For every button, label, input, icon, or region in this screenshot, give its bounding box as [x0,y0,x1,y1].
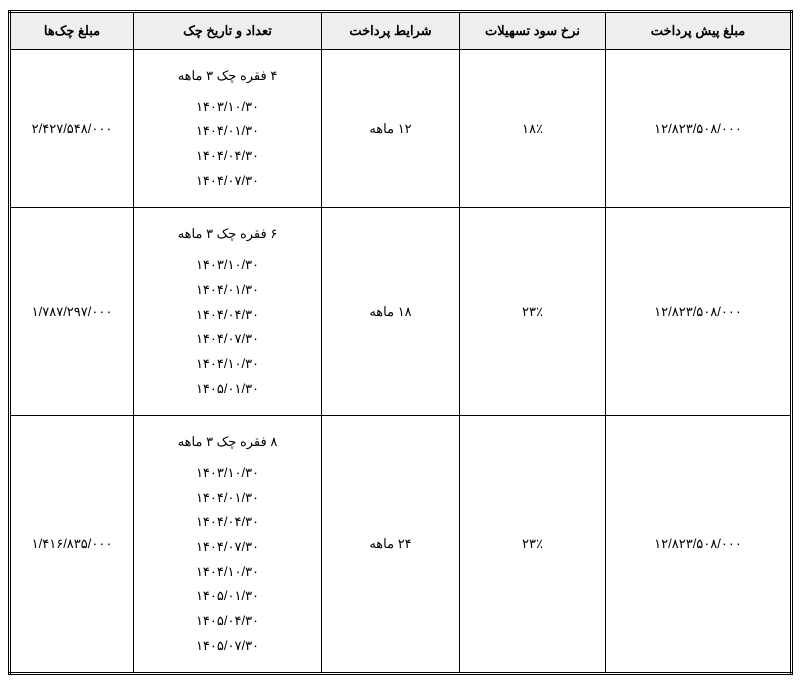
cell-down-payment: ۱۲/۸۲۳/۵۰۸/۰۰۰ [606,208,792,416]
cell-payment-terms: ۲۴ ماهه [322,416,460,674]
check-date: ۱۴۰۴/۰۱/۳۰ [138,119,317,144]
check-date: ۱۴۰۵/۰۱/۳۰ [138,584,317,609]
check-date: ۱۴۰۴/۰۱/۳۰ [138,278,317,303]
cell-check-amount: ۱/۴۱۶/۸۳۵/۰۰۰ [10,416,134,674]
col-header-check-dates: تعداد و تاریخ چک [134,12,322,50]
check-date: ۱۴۰۵/۰۱/۳۰ [138,377,317,402]
table-row: ۱۲/۸۲۳/۵۰۸/۰۰۰۱۸٪۱۲ ماهه۴ فقره چک ۳ ماهه… [10,50,792,208]
check-date: ۱۴۰۴/۰۱/۳۰ [138,486,317,511]
cell-check-dates: ۴ فقره چک ۳ ماهه۱۴۰۳/۱۰/۳۰۱۴۰۴/۰۱/۳۰۱۴۰۴… [134,50,322,208]
cell-check-dates: ۶ فقره چک ۳ ماهه۱۴۰۳/۱۰/۳۰۱۴۰۴/۰۱/۳۰۱۴۰۴… [134,208,322,416]
cell-interest-rate: ۲۳٪ [460,208,606,416]
col-header-payment-terms: شرایط پرداخت [322,12,460,50]
col-header-down-payment: مبلغ پیش پرداخت [606,12,792,50]
check-date: ۱۴۰۴/۱۰/۳۰ [138,560,317,585]
check-count-title: ۴ فقره چک ۳ ماهه [138,64,317,89]
cell-check-amount: ۱/۷۸۷/۲۹۷/۰۰۰ [10,208,134,416]
check-date: ۱۴۰۴/۰۴/۳۰ [138,303,317,328]
check-date: ۱۴۰۵/۰۷/۳۰ [138,634,317,659]
cell-interest-rate: ۱۸٪ [460,50,606,208]
check-date: ۱۴۰۴/۰۴/۳۰ [138,510,317,535]
cell-down-payment: ۱۲/۸۲۳/۵۰۸/۰۰۰ [606,50,792,208]
check-date: ۱۴۰۴/۰۷/۳۰ [138,327,317,352]
check-date: ۱۴۰۳/۱۰/۳۰ [138,253,317,278]
col-header-check-amount: مبلغ چک‌ها [10,12,134,50]
check-date: ۱۴۰۵/۰۴/۳۰ [138,609,317,634]
check-count-title: ۸ فقره چک ۳ ماهه [138,430,317,455]
cell-payment-terms: ۱۸ ماهه [322,208,460,416]
col-header-interest-rate: نرخ سود تسهیلات [460,12,606,50]
check-count-title: ۶ فقره چک ۳ ماهه [138,222,317,247]
payment-table-container: مبلغ پیش پرداخت نرخ سود تسهیلات شرایط پر… [10,10,793,675]
table-row: ۱۲/۸۲۳/۵۰۸/۰۰۰۲۳٪۲۴ ماهه۸ فقره چک ۳ ماهه… [10,416,792,674]
cell-interest-rate: ۲۳٪ [460,416,606,674]
cell-check-dates: ۸ فقره چک ۳ ماهه۱۴۰۳/۱۰/۳۰۱۴۰۴/۰۱/۳۰۱۴۰۴… [134,416,322,674]
check-date: ۱۴۰۴/۰۷/۳۰ [138,169,317,194]
cell-payment-terms: ۱۲ ماهه [322,50,460,208]
check-date: ۱۴۰۴/۱۰/۳۰ [138,352,317,377]
cell-check-amount: ۲/۴۲۷/۵۴۸/۰۰۰ [10,50,134,208]
check-date: ۱۴۰۴/۰۷/۳۰ [138,535,317,560]
check-date: ۱۴۰۳/۱۰/۳۰ [138,461,317,486]
payment-table: مبلغ پیش پرداخت نرخ سود تسهیلات شرایط پر… [8,10,793,675]
cell-down-payment: ۱۲/۸۲۳/۵۰۸/۰۰۰ [606,416,792,674]
table-header-row: مبلغ پیش پرداخت نرخ سود تسهیلات شرایط پر… [10,12,792,50]
check-date: ۱۴۰۴/۰۴/۳۰ [138,144,317,169]
table-row: ۱۲/۸۲۳/۵۰۸/۰۰۰۲۳٪۱۸ ماهه۶ فقره چک ۳ ماهه… [10,208,792,416]
check-date: ۱۴۰۳/۱۰/۳۰ [138,95,317,120]
